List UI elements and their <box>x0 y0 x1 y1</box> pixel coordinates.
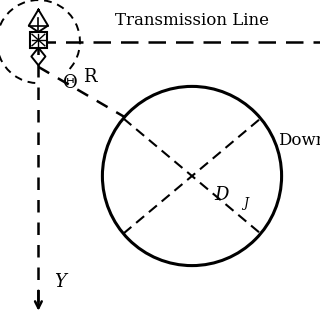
Text: Y: Y <box>54 273 66 291</box>
Text: D: D <box>214 186 229 204</box>
Bar <box>30 32 47 48</box>
Text: Transmission Line: Transmission Line <box>115 12 269 29</box>
Text: R: R <box>83 68 97 86</box>
Text: Downbu: Downbu <box>278 132 320 149</box>
Text: J: J <box>243 197 248 210</box>
Circle shape <box>102 86 282 266</box>
Text: Θ: Θ <box>63 74 78 92</box>
